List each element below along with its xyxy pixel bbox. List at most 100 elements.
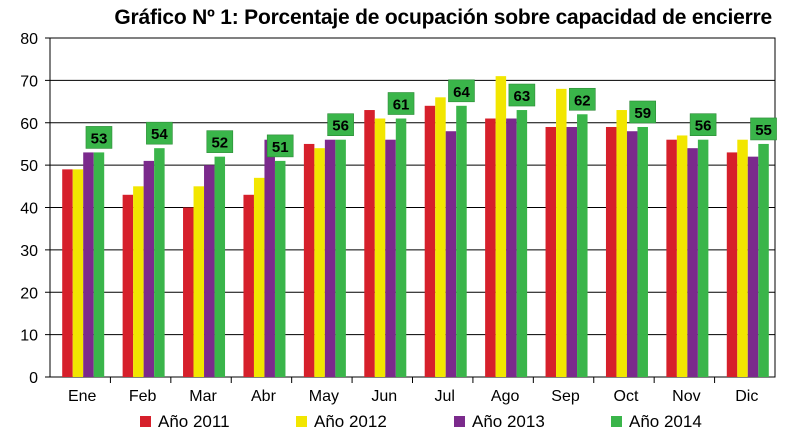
- bar: [264, 139, 275, 377]
- data-label-box: [85, 126, 113, 149]
- bar: [605, 126, 617, 377]
- legend-label: Año 2012: [314, 412, 387, 431]
- data-label: 51: [272, 139, 289, 156]
- data-label: 52: [211, 135, 228, 152]
- bar: [154, 148, 165, 377]
- bar: [395, 118, 407, 377]
- legend-label: Año 2013: [472, 412, 545, 431]
- x-tick-label: Sep: [551, 388, 580, 405]
- bar: [93, 152, 105, 377]
- bar: [183, 207, 194, 377]
- data-label-box: [146, 121, 173, 145]
- x-tick-label: May: [309, 388, 339, 405]
- y-tick-label: 60: [20, 116, 38, 133]
- data-label-box: [629, 100, 657, 124]
- x-tick-label: Oct: [614, 388, 639, 405]
- data-label: 54: [151, 126, 168, 143]
- x-tick-label: Ago: [491, 388, 520, 405]
- y-tick-label: 30: [20, 243, 38, 260]
- bar: [747, 156, 759, 377]
- legend-swatch: [140, 416, 151, 427]
- bar: [62, 169, 73, 377]
- data-label: 56: [332, 118, 349, 135]
- data-label-box: [750, 117, 777, 141]
- x-tick-label: Jun: [371, 388, 397, 405]
- x-tick-label: Mar: [189, 388, 217, 405]
- x-tick-label: Feb: [129, 388, 157, 405]
- bar: [324, 139, 336, 377]
- bar: [435, 97, 446, 377]
- bar: [133, 186, 144, 377]
- bar: [737, 139, 748, 377]
- bar: [556, 88, 567, 377]
- bar: [566, 126, 578, 377]
- bar: [758, 143, 769, 377]
- bar: [72, 169, 84, 377]
- y-tick-label: 80: [20, 31, 38, 48]
- data-label-box: [568, 87, 596, 111]
- bar: [204, 165, 215, 377]
- data-label-box: [327, 113, 354, 136]
- x-tick-label: Jul: [434, 388, 454, 405]
- data-label-box: [206, 130, 234, 153]
- legend-label: Año 2011: [158, 412, 230, 431]
- y-tick-label: 40: [20, 201, 38, 218]
- bar: [456, 105, 467, 378]
- bar: [485, 118, 496, 377]
- data-label-box: [448, 79, 475, 103]
- legend-swatch: [454, 416, 465, 427]
- data-label: 64: [453, 84, 470, 101]
- bar: [637, 126, 648, 377]
- data-label: 59: [634, 105, 651, 122]
- bar: [495, 76, 507, 377]
- bar: [726, 152, 738, 377]
- bar: [143, 160, 155, 377]
- data-label: 61: [393, 97, 410, 114]
- bar: [83, 152, 94, 377]
- bar: [335, 139, 346, 377]
- legend-label: Año 2014: [629, 412, 702, 431]
- bar: [666, 139, 677, 377]
- bar: [516, 110, 528, 377]
- bar: [626, 131, 638, 377]
- bar: [697, 139, 709, 377]
- bar: [193, 186, 205, 377]
- bar: [243, 194, 254, 377]
- bar: [545, 126, 557, 377]
- bar: [385, 139, 396, 377]
- bar: [314, 148, 325, 377]
- bar: [374, 118, 386, 377]
- x-tick-label: Ene: [68, 388, 97, 405]
- bar: [214, 156, 226, 377]
- data-label: 63: [514, 88, 531, 105]
- bar: [445, 131, 457, 377]
- bar: [687, 148, 698, 377]
- data-label: 53: [91, 130, 108, 147]
- data-label-box: [689, 113, 717, 136]
- y-tick-label: 0: [29, 370, 38, 387]
- x-tick-label: Nov: [672, 388, 700, 405]
- bar: [303, 143, 315, 377]
- x-tick-label: Dic: [735, 388, 758, 405]
- data-label: 55: [755, 122, 772, 139]
- bar: [676, 135, 688, 377]
- bar: [506, 118, 517, 377]
- data-label: 62: [574, 92, 591, 109]
- y-tick-label: 10: [20, 328, 38, 345]
- bar: [274, 160, 286, 377]
- bar: [253, 177, 265, 377]
- chart-title: Gráfico Nº 1: Porcentaje de ocupación so…: [114, 6, 772, 29]
- legend-swatch: [611, 416, 622, 427]
- bar: [577, 114, 588, 378]
- y-tick-label: 20: [20, 285, 38, 302]
- bar: [616, 110, 627, 377]
- y-tick-label: 70: [20, 73, 38, 90]
- x-tick-label: Abr: [251, 388, 277, 405]
- data-label-box: [266, 134, 294, 158]
- y-tick-label: 50: [20, 158, 38, 175]
- bar: [364, 110, 375, 377]
- bar: [122, 194, 134, 377]
- bar: [424, 105, 436, 378]
- legend-swatch: [296, 416, 307, 427]
